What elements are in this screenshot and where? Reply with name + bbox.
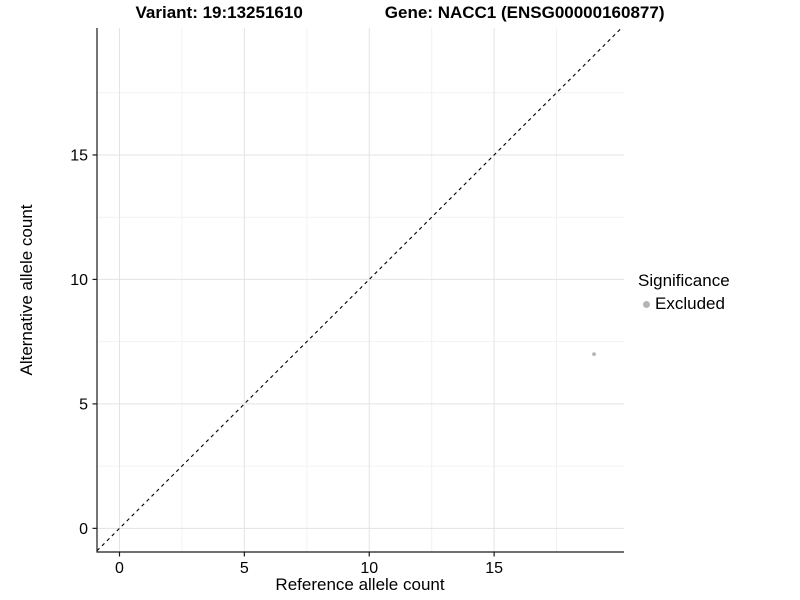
x-tick-label: 10 (360, 560, 378, 577)
x-axis-title: Reference allele count (275, 575, 445, 594)
y-tick-label: 10 (70, 272, 88, 289)
y-tick-label: 15 (70, 147, 88, 164)
legend-item-label: Excluded (655, 294, 725, 313)
plot-title: Variant: 19:13251610 Gene: NACC1 (ENSG00… (0, 3, 800, 23)
y-tick-label: 5 (79, 396, 88, 413)
x-tick-label: 15 (485, 560, 503, 577)
legend: Significance Excluded (638, 271, 730, 314)
legend-key-dot (643, 300, 650, 308)
x-tick-label: 0 (115, 560, 124, 577)
y-axis-title: Alternative allele count (17, 204, 36, 376)
plot-title-gene: Gene: NACC1 (ENSG00000160877) (384, 3, 665, 22)
legend-title: Significance (638, 271, 730, 290)
plot-title-variant: Variant: 19:13251610 (135, 3, 303, 22)
x-tick-label: 5 (240, 560, 249, 577)
legend-item-excluded: Excluded (638, 294, 730, 314)
identity-line (96, 27, 622, 552)
data-point (592, 352, 596, 356)
y-tick-label: 0 (79, 521, 88, 538)
